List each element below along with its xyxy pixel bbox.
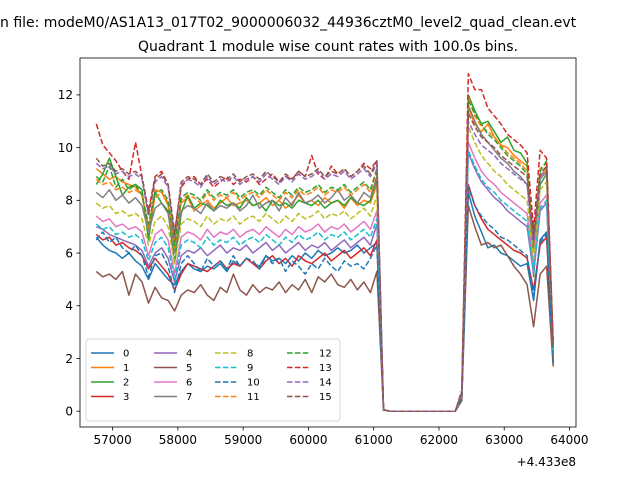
legend-label-8: 8 — [247, 349, 253, 360]
series-line-2 — [95, 94, 554, 412]
legend-label-0: 0 — [123, 349, 129, 360]
legend-label-4: 4 — [186, 349, 192, 360]
legend-label-14: 14 — [319, 378, 332, 389]
series-line-5 — [95, 204, 554, 412]
legend-box — [85, 338, 341, 422]
series-line-15 — [95, 112, 554, 412]
x-tick-label: 61000 — [355, 433, 393, 447]
x-tick-label: 57000 — [94, 433, 132, 447]
series-line-10 — [95, 186, 554, 412]
legend-label-15: 15 — [319, 392, 332, 403]
y-tick-label: 6 — [65, 246, 73, 260]
series-line-6 — [95, 141, 554, 412]
legend-label-11: 11 — [247, 392, 260, 403]
axes-frame — [79, 57, 577, 428]
y-tick-label: 12 — [58, 88, 73, 102]
x-tick-label: 63000 — [485, 433, 523, 447]
legend-label-6: 6 — [186, 378, 192, 389]
series-line-4 — [96, 152, 554, 412]
legend-label-13: 13 — [319, 363, 332, 374]
x-axis: 57000 58000 59000 60000 61000 62000 63000 64000 — [94, 427, 589, 447]
y-tick-label: 8 — [65, 194, 73, 208]
x-tick-label: 59000 — [224, 433, 262, 447]
y-tick-label: 4 — [65, 299, 73, 313]
y-axis: 0 2 4 6 8 10 12 — [58, 88, 80, 418]
y-tick-label: 10 — [58, 141, 73, 155]
legend-label-1: 1 — [123, 363, 129, 374]
legend-label-5: 5 — [186, 363, 192, 374]
series-line-7 — [95, 104, 554, 412]
x-tick-label: 62000 — [420, 433, 458, 447]
legend-label-9: 9 — [247, 363, 253, 374]
x-tick-label: 60000 — [289, 433, 327, 447]
chart-title: Quadrant 1 module wise count rates with … — [138, 39, 518, 55]
x-tick-label: 64000 — [550, 433, 588, 447]
legend-label-3: 3 — [123, 392, 129, 403]
series-line-9 — [95, 149, 554, 412]
y-tick-label: 0 — [65, 404, 73, 418]
legend-label-12: 12 — [319, 349, 332, 360]
legend-label-2: 2 — [123, 378, 129, 389]
figure-suptitle: n file: modeM0/AS1A13_017T02_9000006032_… — [0, 15, 577, 31]
series-line-12 — [95, 99, 554, 412]
legend-label-10: 10 — [247, 378, 260, 389]
legend-label-7: 7 — [186, 392, 192, 403]
series-line-8 — [95, 125, 554, 412]
y-tick-label: 2 — [65, 352, 73, 366]
x-tick-label: 58000 — [159, 433, 197, 447]
series-line-14 — [95, 120, 554, 412]
plot-lines — [95, 73, 554, 412]
x-axis-offset-label: +4.433e8 — [517, 455, 576, 469]
